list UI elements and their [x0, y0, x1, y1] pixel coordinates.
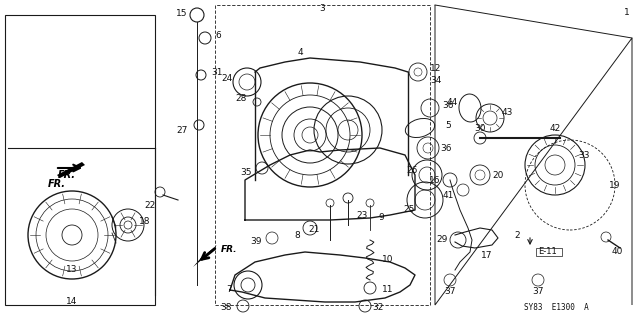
Text: FR.: FR.	[58, 170, 76, 180]
Text: 33: 33	[578, 150, 589, 159]
Text: 6: 6	[215, 30, 221, 39]
Text: 42: 42	[549, 124, 561, 132]
Text: 2: 2	[514, 230, 520, 239]
Polygon shape	[57, 162, 85, 178]
Text: 15: 15	[176, 9, 187, 18]
Text: FR.: FR.	[221, 245, 238, 254]
Text: 24: 24	[222, 74, 233, 83]
Text: 43: 43	[502, 108, 513, 116]
Text: 44: 44	[447, 98, 458, 107]
Text: 25: 25	[404, 205, 415, 214]
Text: 4: 4	[297, 47, 303, 57]
Text: 37: 37	[533, 287, 544, 297]
Text: SY83  E1300  A: SY83 E1300 A	[524, 303, 589, 313]
Text: 3: 3	[319, 4, 325, 12]
Polygon shape	[193, 245, 217, 267]
Text: 9: 9	[378, 213, 383, 222]
Bar	[536, 248, 562, 256]
Text: 36: 36	[440, 143, 452, 153]
Text: 26: 26	[406, 165, 418, 174]
Text: 13: 13	[66, 266, 78, 275]
Text: 11: 11	[382, 285, 394, 294]
Text: 5: 5	[445, 121, 451, 130]
Text: 20: 20	[492, 171, 503, 180]
Text: E-11: E-11	[539, 247, 557, 257]
Text: 41: 41	[443, 191, 454, 201]
Text: 30: 30	[475, 124, 486, 132]
Text: 27: 27	[176, 125, 188, 134]
Text: 35: 35	[241, 167, 252, 177]
Text: 28: 28	[236, 93, 247, 102]
Text: 18: 18	[140, 218, 151, 227]
Text: 1: 1	[624, 7, 630, 17]
Text: 7: 7	[226, 285, 232, 294]
Text: 37: 37	[444, 287, 455, 297]
Bar	[215, 5, 430, 305]
Text: 29: 29	[436, 236, 448, 244]
Text: 21: 21	[308, 226, 320, 235]
Text: 14: 14	[66, 298, 78, 307]
Text: 17: 17	[481, 251, 493, 260]
Text: 10: 10	[382, 255, 394, 265]
Text: 22: 22	[145, 201, 155, 210]
Text: FR.: FR.	[48, 179, 66, 189]
Text: 31: 31	[211, 68, 222, 76]
Text: 34: 34	[430, 76, 441, 84]
Text: 12: 12	[430, 63, 441, 73]
Text: 38: 38	[220, 303, 232, 313]
Text: 16: 16	[429, 175, 440, 185]
Text: 32: 32	[372, 303, 383, 313]
Text: 39: 39	[250, 237, 262, 246]
Text: 8: 8	[294, 230, 300, 239]
Text: 19: 19	[608, 180, 620, 189]
Text: 23: 23	[356, 211, 368, 220]
Text: 36: 36	[442, 100, 454, 109]
Text: 40: 40	[612, 247, 623, 257]
Bar	[5, 15, 155, 305]
